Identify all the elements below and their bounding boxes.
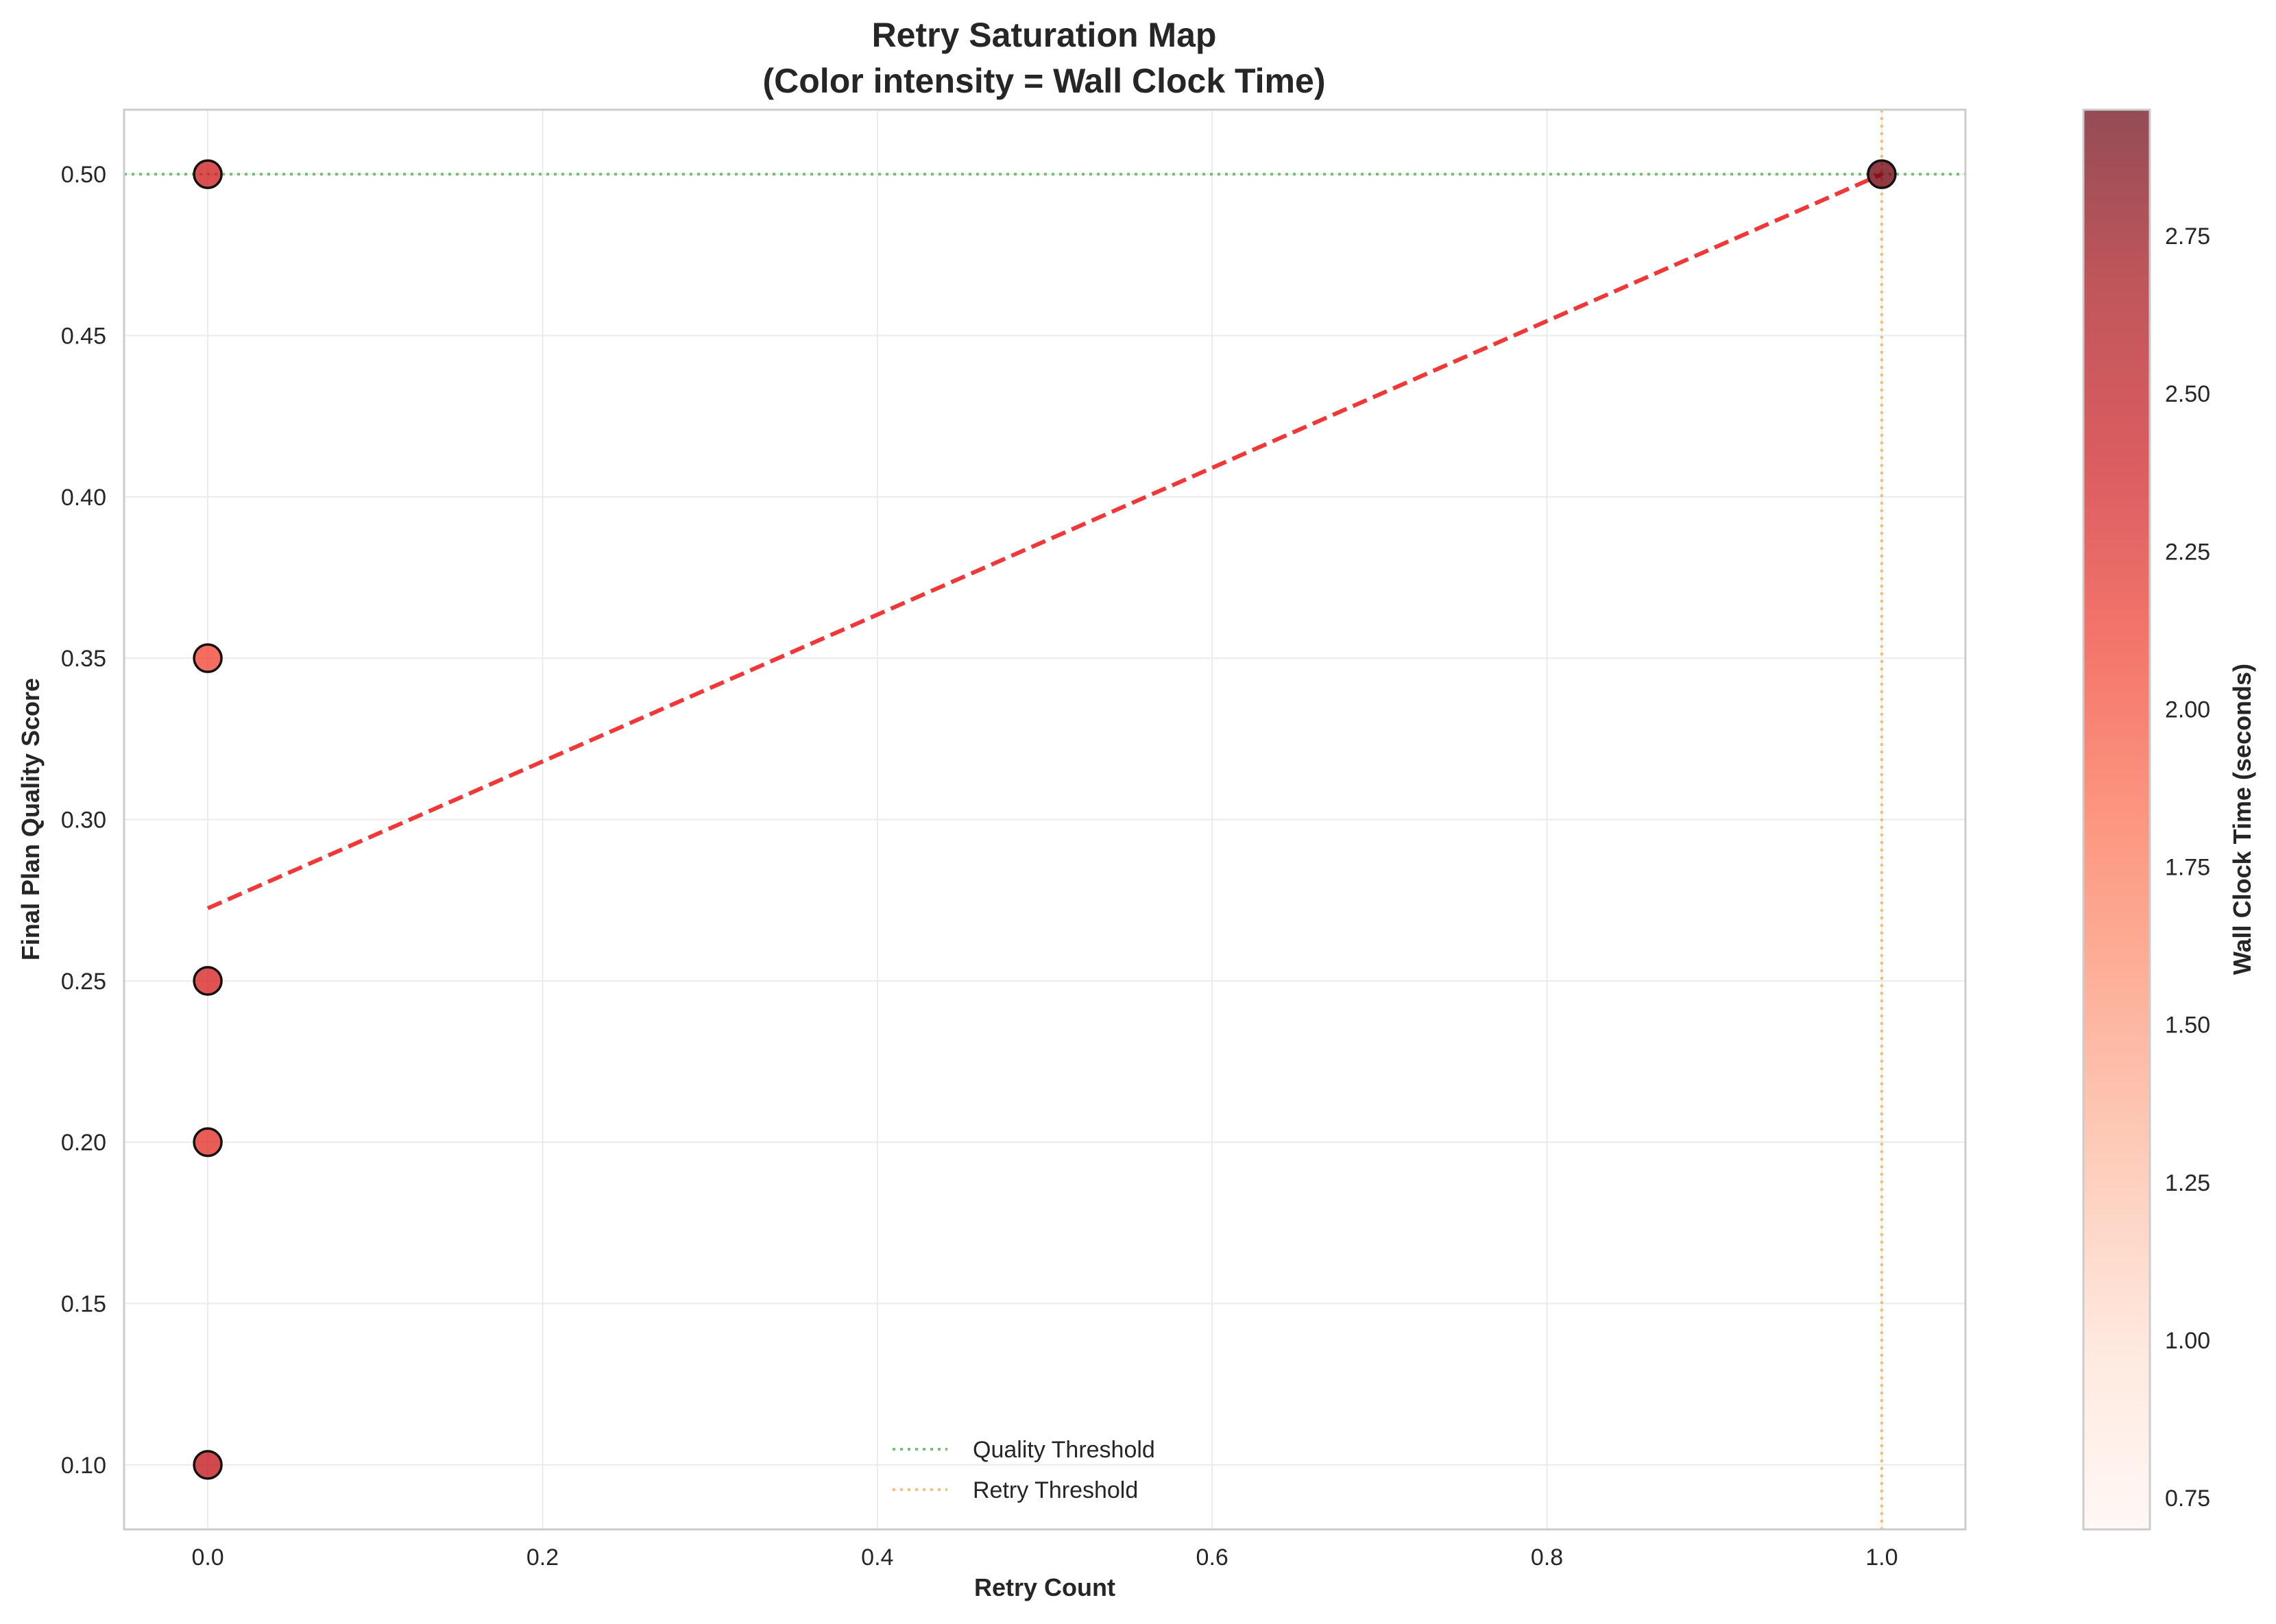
legend-retry-label: Retry Threshold (973, 1477, 1138, 1503)
x-tick-label: 0.0 (191, 1544, 223, 1571)
colorbar-ticks: 0.75 1.00 1.25 1.50 1.75 2.00 2.25 2.50 2.75 (2165, 223, 2210, 1512)
colorbar-tick-label: 0.75 (2165, 1486, 2210, 1512)
x-tick-label: 0.6 (1196, 1544, 1228, 1571)
colorbar-tick-label: 1.50 (2165, 1013, 2210, 1039)
y-axis-title: Final Plan Quality Score (16, 678, 45, 960)
x-tick-label: 0.2 (526, 1544, 559, 1571)
colorbar-tick-label: 1.25 (2165, 1170, 2210, 1196)
x-axis-ticks: 0.0 0.2 0.4 0.6 0.8 1.0 (191, 1544, 1898, 1571)
x-tick-label: 1.0 (1865, 1544, 1898, 1571)
colorbar-tick-label: 2.50 (2165, 381, 2210, 407)
y-axis-ticks: 0.10 0.15 0.20 0.25 0.30 0.35 0.40 0.45 0.50 (61, 162, 106, 1479)
plot-frame (123, 108, 1967, 1531)
chart-title: Retry Saturation Map (872, 16, 1217, 54)
colorbar (2082, 108, 2151, 1531)
reference-lines (124, 110, 1965, 1529)
scatter-point (193, 159, 223, 189)
scatter-point (193, 966, 223, 996)
trend-lines (206, 172, 1883, 910)
colorbar-title: Wall Clock Time (seconds) (2228, 664, 2256, 975)
y-tick-label: 0.10 (61, 1453, 106, 1479)
colorbar-tick-label: 2.00 (2165, 696, 2210, 723)
legend-quality-label: Quality Threshold (973, 1437, 1155, 1463)
chart-subtitle: (Color intensity = Wall Clock Time) (763, 62, 1326, 100)
colorbar-tick-label: 2.25 (2165, 539, 2210, 565)
x-tick-label: 0.4 (861, 1544, 893, 1571)
scatter-point (1867, 159, 1897, 189)
y-tick-label: 0.40 (61, 485, 106, 511)
scatter-point (193, 643, 223, 673)
scatter-points (193, 159, 1897, 1480)
y-tick-label: 0.50 (61, 162, 106, 188)
x-tick-label: 0.8 (1531, 1544, 1563, 1571)
y-tick-label: 0.15 (61, 1292, 106, 1318)
x-axis-title: Retry Count (974, 1573, 1115, 1601)
colorbar-tick-label: 1.00 (2165, 1328, 2210, 1354)
y-tick-label: 0.25 (61, 969, 106, 995)
y-tick-label: 0.30 (61, 808, 106, 834)
legend: Quality Threshold Retry Threshold (893, 1437, 1155, 1503)
scatter-point (193, 1450, 223, 1480)
y-tick-label: 0.35 (61, 646, 106, 672)
colorbar-tick-label: 2.75 (2165, 223, 2210, 250)
trend-line (206, 172, 1883, 910)
y-tick-label: 0.20 (61, 1130, 106, 1156)
y-tick-label: 0.45 (61, 323, 106, 349)
colorbar-tick-label: 1.75 (2165, 855, 2210, 881)
scatter-point (193, 1127, 223, 1157)
